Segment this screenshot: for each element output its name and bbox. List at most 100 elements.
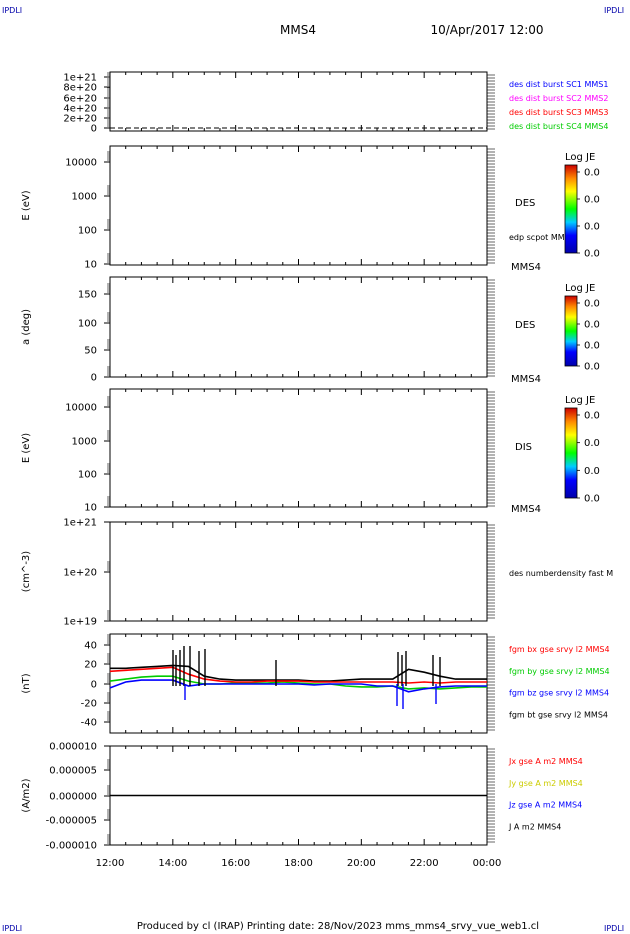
colorbar-tick-label: 0.0	[584, 168, 600, 179]
colorbar-tick-label: 0.0	[584, 438, 600, 449]
y-tick-label: -0.000010	[46, 841, 97, 852]
y-tick-label: 1000	[72, 192, 97, 203]
colorbar-title: Log JE	[565, 152, 595, 163]
corner-label-tr: IPDLI	[604, 6, 625, 15]
y-tick-label: 0	[91, 124, 97, 135]
legend-entry: des dist burst SC3 MMS3	[509, 108, 608, 117]
colorbar-tick-label: 0.0	[584, 299, 600, 310]
y-tick-label: 100	[78, 470, 97, 481]
legend-entry: Jx gse A m2 MMS4	[508, 757, 583, 766]
legend-entry: des dist burst SC2 MMS2	[509, 94, 608, 103]
legend-entry: des dist burst SC1 MMS1	[509, 80, 608, 89]
corner-label-bl: IPDLI	[2, 924, 23, 933]
y-tick-label: 50	[84, 346, 97, 357]
time-tick-label: 16:00	[221, 858, 250, 869]
colorbar-tick-label: 0.0	[584, 249, 600, 260]
y-tick-label: 1000	[72, 437, 97, 448]
y-tick-label: 40	[84, 641, 97, 652]
y-tick-label: 0.000010	[49, 742, 97, 753]
y-axis-label: (A/m2)	[21, 778, 32, 812]
plot-frame	[109, 388, 488, 508]
panel-p4: 10000 1000 100 10 E (eV) DIS MMS4 Log JE 0.0 0.0 0…	[21, 388, 600, 515]
plot-frame	[109, 521, 488, 622]
y-tick-label: 0.000005	[49, 766, 97, 777]
y-tick-label: 6e+20	[63, 94, 97, 105]
panel-p6: 40 20 0 -20 -40 (nT) fgm bx gse srvy l2 MMS4 fg…	[21, 633, 610, 734]
legend-entry: fgm by gse srvy l2 MMS4	[509, 667, 610, 676]
legend-entry: Jy gse A m2 MMS4	[508, 779, 583, 788]
colorbar-tick-label: 0.0	[584, 320, 600, 331]
y-tick-label: 4e+20	[63, 104, 97, 115]
side-note: edp scpot MMS4	[509, 233, 575, 242]
y-axis-label: (nT)	[21, 673, 32, 693]
y-tick-label: 0	[91, 373, 97, 384]
y-tick-label: 10000	[65, 158, 97, 169]
time-tick-label: 18:00	[284, 858, 313, 869]
y-tick-label: 0	[91, 680, 97, 691]
plot-frame	[109, 276, 488, 378]
panel-p7: 0.000010 0.000005 0.000000 -0.000005 -0.0000…	[21, 742, 583, 852]
instrument-label: DES	[515, 198, 535, 209]
spacecraft-tag: MMS4	[511, 374, 541, 385]
y-tick-label: 2e+20	[63, 114, 97, 125]
colorbar-tick-label: 0.0	[584, 466, 600, 477]
colorbar	[564, 407, 578, 499]
y-tick-label: -20	[81, 699, 97, 710]
legend-entry: Jz gse A m2 MMS4	[508, 801, 582, 810]
colorbar-tick-label: 0.0	[584, 411, 600, 422]
y-tick-label: 10	[84, 503, 97, 514]
plot-frame	[109, 145, 488, 266]
y-tick-label: 10000	[65, 403, 97, 414]
colorbar-tick-label: 0.0	[584, 341, 600, 352]
y-tick-label: 1e+19	[63, 617, 97, 628]
legend-entry: fgm bt gse srvy l2 MMS4	[509, 710, 608, 719]
colorbar	[564, 295, 578, 367]
panel-p5: 1e+21 1e+20 1e+19 (cm^-3) des numberdensity …	[21, 518, 613, 628]
colorbar-tick-label: 0.0	[584, 195, 600, 206]
corner-label-tl: IPDLI	[2, 6, 23, 15]
colorbar-tick-label: 0.0	[584, 362, 600, 373]
y-axis-label: (cm^-3)	[21, 551, 32, 592]
time-tick-label: 22:00	[410, 858, 439, 869]
y-tick-label: 20	[84, 660, 97, 671]
spacecraft-title: MMS4	[280, 23, 316, 37]
spacecraft-tag: MMS4	[511, 504, 541, 515]
y-tick-label: 100	[78, 319, 97, 330]
plot-frame	[109, 71, 488, 132]
legend-entry: J A m2 MMS4	[508, 822, 561, 831]
y-tick-label: 100	[78, 226, 97, 237]
y-tick-label: -40	[81, 718, 97, 729]
time-tick-label: 20:00	[347, 858, 376, 869]
instrument-label: DIS	[515, 442, 532, 453]
legend-entry: fgm bx gse srvy l2 MMS4	[509, 645, 610, 654]
colorbar-tick-label: 0.0	[584, 494, 600, 505]
y-axis-label: a (deg)	[21, 309, 32, 345]
colorbar	[564, 164, 578, 254]
y-tick-label: 1e+20	[63, 568, 97, 579]
y-axis-label: E (eV)	[21, 433, 32, 463]
instrument-label: DES	[515, 320, 535, 331]
y-axis-label: E (eV)	[21, 190, 32, 220]
corner-label-br: IPDLI	[604, 924, 625, 933]
datetime-title: 10/Apr/2017 12:00	[430, 23, 543, 37]
colorbar-tick-label: 0.0	[584, 222, 600, 233]
side-note: des numberdensity fast M	[509, 569, 613, 578]
colorbar-title: Log JE	[565, 395, 595, 406]
time-tick-label: 12:00	[96, 858, 125, 869]
panel-p2: 10000 1000 100 10 E (eV) DES edp scpot MMS4 MMS…	[21, 145, 600, 273]
y-tick-label: 1e+21	[63, 73, 97, 84]
y-tick-label: 0.000000	[49, 792, 97, 803]
y-tick-label: -0.000005	[46, 816, 97, 827]
legend-entry: fgm bz gse srvy l2 MMS4	[509, 689, 609, 698]
y-tick-label: 1e+21	[63, 518, 97, 529]
spacecraft-tag: MMS4	[511, 262, 541, 273]
colorbar-title: Log JE	[565, 283, 595, 294]
y-tick-label: 8e+20	[63, 83, 97, 94]
panel-p3: 150 100 50 0 a (deg) DES MMS4 Log JE 0.0 0.0 0.0 0.…	[21, 276, 600, 385]
time-tick-label: 00:00	[473, 858, 502, 869]
y-tick-label: 150	[78, 290, 97, 301]
footer-text: Produced by cl (IRAP) Printing date: 28/…	[137, 921, 539, 932]
legend-entry: des dist burst SC4 MMS4	[509, 122, 608, 131]
